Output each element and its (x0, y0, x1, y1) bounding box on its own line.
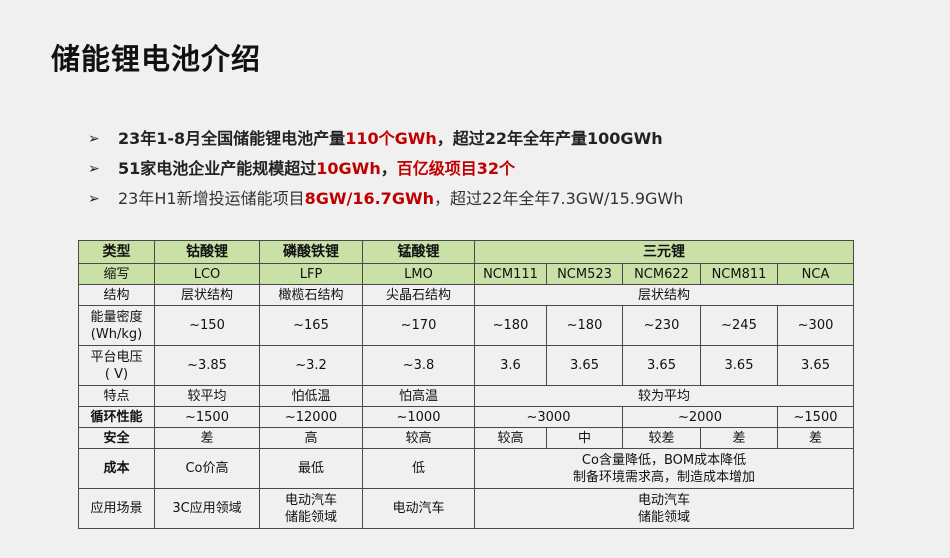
row-label: 能量密度 (Wh/kg) (78, 305, 155, 346)
table-cell: 差 (154, 427, 260, 449)
table-cell: 高 (259, 427, 363, 449)
row-label: 成本 (78, 448, 155, 489)
table-cell: ~1000 (362, 406, 475, 428)
table-cell: 电动汽车 储能领域 (259, 488, 363, 529)
table-cell: ~3.85 (154, 345, 260, 386)
table-cell: 较平均 (154, 385, 260, 407)
table-cell: ~3000 (474, 406, 623, 428)
table-cell: ~150 (154, 305, 260, 346)
row-label: 应用场景 (78, 488, 155, 529)
table-cell: NCA (776, 263, 855, 285)
table-cell: ~1500 (154, 406, 260, 428)
table-cell: 3.65 (776, 345, 855, 386)
table-cell: 低 (362, 448, 475, 489)
bullet-highlight: 10GWh (316, 159, 381, 178)
table-cell: ~180 (546, 305, 623, 346)
table-cell: ~1500 (776, 406, 855, 428)
battery-comparison-table: 类型 钴酸锂 磷酸铁锂 锰酸锂 三元锂 缩写 LCO LFP LMO NCM11… (78, 240, 855, 529)
table-cell: ~170 (362, 305, 475, 346)
row-label: 结构 (78, 284, 155, 306)
table-cell: ~300 (776, 305, 855, 346)
row-label: 特点 (78, 385, 155, 407)
table-cell: 3.65 (546, 345, 623, 386)
table-cell: 较为平均 (473, 385, 855, 407)
header-cell: 锰酸锂 (362, 240, 475, 264)
table-cell: 较差 (622, 427, 701, 449)
bullet-text: ，超过22年全年7.3GW/15.9GWh (433, 189, 684, 208)
table-cell: LMO (362, 263, 475, 285)
table-cell: ~3.8 (362, 345, 475, 386)
table-row-features: 特点 较平均 怕低温 怕高温 较为平均 (78, 385, 855, 407)
table-cell: 电动汽车 储能领域 (473, 488, 855, 529)
header-cell: 三元锂 (473, 240, 855, 264)
table-cell: ~180 (474, 305, 547, 346)
table-row-structure: 结构 层状结构 橄榄石结构 尖晶石结构 层状结构 (78, 284, 855, 306)
table-cell: 怕高温 (362, 385, 475, 407)
row-label: 安全 (78, 427, 155, 449)
bullet-highlight: 110个GWh (345, 129, 437, 148)
table-cell: 电动汽车 (362, 488, 475, 529)
table-cell: NCM622 (622, 263, 701, 285)
table-cell: 3.65 (700, 345, 778, 386)
table-row-safety: 安全 差 高 较高 较高 中 较差 差 差 (78, 427, 855, 449)
table-cell: ~12000 (259, 406, 363, 428)
arrow-bullet-icon: ➢ (88, 191, 100, 207)
table-cell: 较高 (474, 427, 547, 449)
row-label: 平台电压( V) (78, 345, 155, 386)
table-cell: ~245 (700, 305, 778, 346)
bullet-text: 23年1-8月全国储能锂电池产量 (118, 129, 346, 148)
bullet-item: ➢ 23年1-8月全国储能锂电池产量 110个GWh ，超过22年全年产量100GW… (88, 124, 683, 154)
header-cell: 磷酸铁锂 (259, 240, 363, 264)
table-row-application: 应用场景 3C应用领域 电动汽车 储能领域 电动汽车 电动汽车 储能领域 (78, 488, 855, 529)
table-cell: NCM111 (474, 263, 547, 285)
bullet-highlight: 8GW/16.7GWh (304, 189, 434, 208)
table-row-cycle-life: 循环性能 ~1500 ~12000 ~1000 ~3000 ~2000 ~150… (78, 406, 855, 428)
table-cell: 中 (546, 427, 623, 449)
row-label: 缩写 (78, 263, 155, 285)
table-cell: 怕低温 (259, 385, 363, 407)
row-label: 循环性能 (78, 406, 155, 428)
table-cell: 层状结构 (154, 284, 260, 306)
table-cell: 层状结构 (473, 284, 855, 306)
table-cell: 3C应用领域 (154, 488, 260, 529)
table-cell: ~2000 (622, 406, 778, 428)
bullet-text: ， (380, 159, 397, 178)
table-cell: Co价高 (154, 448, 260, 489)
table-cell: ~165 (259, 305, 363, 346)
bullet-list: ➢ 23年1-8月全国储能锂电池产量 110个GWh ，超过22年全年产量100GW… (88, 124, 683, 214)
table-row-voltage: 平台电压( V) ~3.85 ~3.2 ~3.8 3.6 3.65 3.65 3… (78, 345, 855, 386)
table-cell: LCO (154, 263, 260, 285)
table-cell: 尖晶石结构 (362, 284, 475, 306)
table-header-row: 类型 钴酸锂 磷酸铁锂 锰酸锂 三元锂 (78, 240, 855, 264)
bullet-item: ➢ 23年H1新增投运储能项目 8GW/16.7GWh ，超过22年全年7.3GW/… (88, 184, 683, 214)
table-row-cost: 成本 Co价高 最低 低 Co含量降低，BOM成本降低 制备环境需求高，制造成本增… (78, 448, 855, 489)
bullet-item: ➢ 51家电池企业产能规模超过 10GWh，百亿级项目32个 (88, 154, 683, 184)
header-cell: 类型 (78, 240, 155, 264)
arrow-bullet-icon: ➢ (88, 161, 100, 177)
table-cell: NCM523 (546, 263, 623, 285)
bullet-text: 51家电池企业产能规模超过 (118, 159, 317, 178)
table-cell: ~3.2 (259, 345, 363, 386)
table-row-abbr: 缩写 LCO LFP LMO NCM111 NCM523 NCM622 NCM8… (78, 263, 855, 285)
table-cell: NCM811 (700, 263, 778, 285)
table-cell: 差 (700, 427, 778, 449)
table-cell: 橄榄石结构 (259, 284, 363, 306)
table-cell: ~230 (622, 305, 701, 346)
table-cell: 差 (776, 427, 855, 449)
arrow-bullet-icon: ➢ (88, 131, 100, 147)
bullet-highlight: 百亿级项目32个 (396, 159, 516, 178)
table-cell: 3.6 (474, 345, 547, 386)
table-cell: 最低 (259, 448, 363, 489)
bullet-text: 23年H1新增投运储能项目 (118, 189, 305, 208)
bullet-text: ，超过22年全年产量100GWh (436, 129, 663, 148)
table-cell: 3.65 (622, 345, 701, 386)
table-row-energy-density: 能量密度 (Wh/kg) ~150 ~165 ~170 ~180 ~180 ~23… (78, 305, 855, 346)
header-cell: 钴酸锂 (154, 240, 260, 264)
table-cell: Co含量降低，BOM成本降低 制备环境需求高，制造成本增加 (473, 448, 855, 489)
slide-title: 储能锂电池介绍 (51, 42, 262, 76)
table-cell: 较高 (362, 427, 475, 449)
table-cell: LFP (259, 263, 363, 285)
